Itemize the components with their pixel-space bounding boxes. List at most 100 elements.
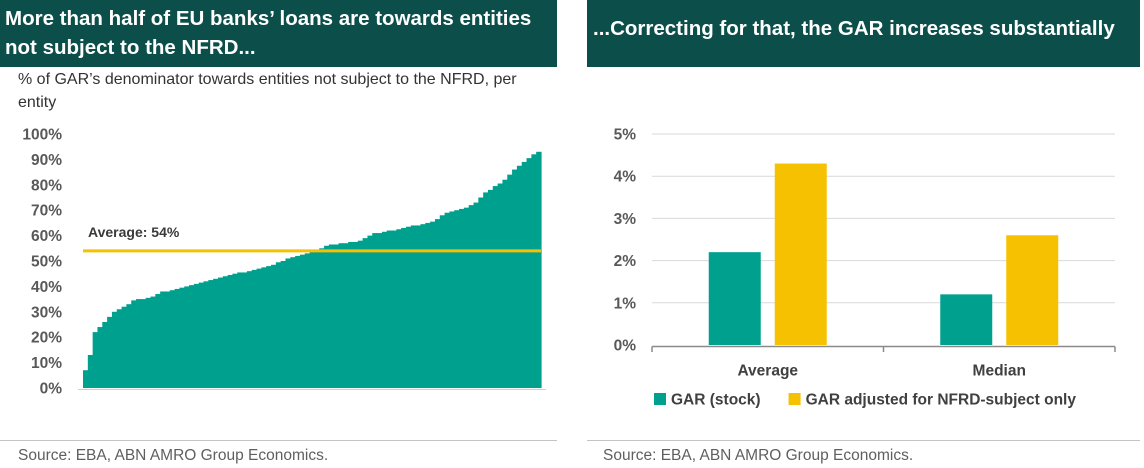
bar-average-series-1 bbox=[708, 252, 761, 345]
left-source-divider bbox=[0, 440, 557, 441]
entity-step-bar bbox=[169, 290, 176, 388]
left-source-note: Source: EBA, ABN AMRO Group Economics. bbox=[18, 447, 329, 464]
right-source-divider bbox=[587, 440, 1140, 441]
x-category-label: Median bbox=[973, 363, 1026, 380]
entity-step-bar bbox=[189, 285, 195, 388]
y-tick-label: 0% bbox=[614, 338, 637, 355]
entity-step-bar bbox=[357, 240, 364, 388]
right-chart-title: ...Correcting for that, the GAR increase… bbox=[593, 17, 1115, 40]
y-tick-label: 1% bbox=[614, 295, 637, 312]
entity-step-bar bbox=[502, 179, 508, 388]
entity-step-bar bbox=[381, 231, 388, 388]
right-bar-chart: 0% 1% 2% 3% 4% 5% Average Median GAR (stock) GAR … bbox=[614, 127, 1116, 409]
bar-average-series-2 bbox=[774, 163, 827, 345]
entity-step-bar bbox=[401, 227, 407, 388]
entity-step-bar bbox=[87, 354, 94, 388]
entity-step-bar bbox=[107, 316, 113, 388]
right-title-banner: ...Correcting for that, the GAR increase… bbox=[587, 0, 1140, 67]
right-source-note: Source: EBA, ABN AMRO Group Economics. bbox=[603, 447, 914, 464]
entity-step-bar bbox=[304, 253, 311, 388]
entity-step-bar bbox=[352, 241, 359, 388]
entity-step-bar bbox=[338, 243, 344, 388]
entity-step-bar bbox=[290, 257, 296, 388]
entity-step-bar bbox=[227, 274, 234, 388]
entity-step-bar bbox=[155, 294, 161, 388]
entity-step-bar bbox=[179, 287, 185, 388]
entity-step-bar bbox=[507, 174, 513, 388]
entity-step-bar bbox=[372, 233, 378, 388]
entity-step-bar bbox=[377, 233, 383, 388]
entity-step-bar bbox=[222, 276, 229, 388]
entity-step-bar bbox=[242, 272, 248, 388]
legend-swatch-series-2 bbox=[788, 393, 801, 405]
entity-step-bar bbox=[459, 208, 465, 388]
y-tick-label: 70% bbox=[31, 203, 62, 220]
x-category-label: Average bbox=[737, 363, 798, 380]
entity-step-bar bbox=[328, 244, 335, 388]
entity-step-bar bbox=[164, 291, 171, 388]
entity-step-bar bbox=[324, 245, 330, 388]
entity-step-bar bbox=[391, 230, 397, 388]
entity-step-bar bbox=[430, 221, 436, 388]
entity-step-bar bbox=[410, 225, 417, 388]
entity-step-bar bbox=[275, 262, 282, 388]
entity-step-bar bbox=[478, 197, 484, 388]
entity-step-bar bbox=[280, 261, 287, 388]
y-tick-label: 2% bbox=[614, 253, 637, 270]
entity-step-bar bbox=[83, 370, 89, 388]
entity-step-bar bbox=[367, 235, 373, 388]
entity-step-bar bbox=[483, 192, 489, 388]
entity-step-bar bbox=[439, 215, 446, 388]
entity-step-bar bbox=[309, 252, 316, 388]
entity-step-bar bbox=[150, 296, 156, 388]
entity-step-bar bbox=[299, 254, 306, 388]
entity-step-bar bbox=[497, 183, 504, 388]
entity-step-bar bbox=[208, 280, 214, 388]
entity-step-bar bbox=[468, 205, 475, 388]
entity-step-bar bbox=[121, 306, 127, 388]
entity-step-bar bbox=[198, 282, 205, 388]
entity-step-bar bbox=[333, 244, 340, 388]
entity-step-bar bbox=[213, 278, 219, 388]
left-step-area-chart: 0% 10% 20% 30% 40% 50% 60% 70% 80% 90% 100% Average… bbox=[22, 127, 546, 398]
entity-step-bar bbox=[237, 272, 243, 388]
entity-step-bar bbox=[463, 207, 470, 388]
entity-step-bar bbox=[174, 288, 181, 388]
entity-step-bar bbox=[271, 264, 277, 388]
y-tick-label: 0% bbox=[40, 381, 63, 398]
y-tick-label: 3% bbox=[614, 211, 637, 228]
entity-step-bar bbox=[97, 327, 103, 388]
y-tick-label: 80% bbox=[31, 177, 62, 194]
entity-step-bar bbox=[261, 267, 267, 388]
entity-step-bar bbox=[415, 225, 422, 388]
left-chart-subtitle: % of GAR’s denominator towards entities … bbox=[18, 71, 517, 111]
entity-step-bar bbox=[285, 258, 291, 388]
entity-step-bar bbox=[102, 321, 108, 388]
entity-step-bar bbox=[295, 255, 301, 388]
right-chart-panel: ...Correcting for that, the GAR increase… bbox=[587, 0, 1140, 468]
entity-step-bar bbox=[251, 269, 258, 388]
entity-step-bar bbox=[444, 212, 450, 388]
y-tick-label: 20% bbox=[31, 330, 62, 347]
entity-step-bar bbox=[521, 161, 528, 388]
entity-step-bar bbox=[314, 250, 320, 388]
y-tick-label: 100% bbox=[22, 127, 62, 144]
entity-step-bar bbox=[492, 186, 499, 388]
y-tick-label: 40% bbox=[31, 279, 62, 296]
entity-step-bar bbox=[343, 243, 349, 388]
left-chart-panel: More than half of EU banks’ loans are to… bbox=[0, 0, 557, 468]
legend-swatch-series-1 bbox=[654, 393, 666, 405]
entity-step-bar bbox=[256, 268, 262, 388]
entity-step-bar bbox=[406, 226, 412, 388]
entity-step-bar bbox=[131, 300, 137, 388]
entity-step-bar bbox=[396, 229, 402, 388]
entity-step-bar bbox=[348, 241, 354, 388]
y-tick-label: 50% bbox=[31, 254, 62, 271]
entity-step-bar bbox=[473, 202, 479, 388]
entity-step-bar bbox=[536, 151, 542, 388]
y-tick-label: 60% bbox=[31, 228, 62, 245]
left-title-banner: More than half of EU banks’ loans are to… bbox=[0, 0, 557, 67]
entity-step-bar bbox=[531, 154, 537, 388]
entity-step-bar bbox=[362, 238, 369, 388]
entity-step-bar bbox=[136, 299, 142, 388]
